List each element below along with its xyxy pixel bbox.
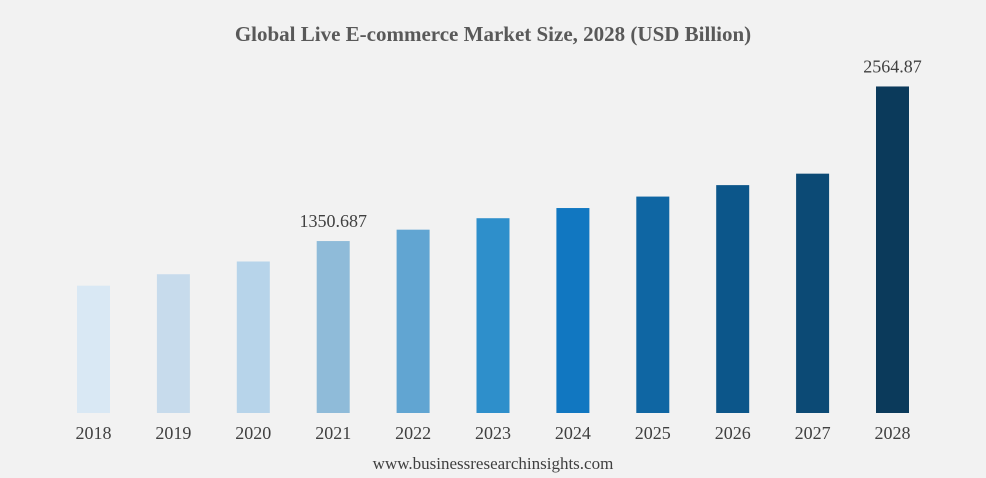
bar-2025 <box>636 196 670 413</box>
bar-2019 <box>156 274 190 413</box>
source-url: www.businessresearchinsights.com <box>372 454 614 473</box>
bar-2018 <box>77 285 110 413</box>
bar-2024 <box>556 208 590 413</box>
x-tick-label-2021: 2021 <box>315 423 351 443</box>
data-label-2028: 2564.87 <box>863 56 922 76</box>
data-label-2021: 1350.687 <box>299 211 367 231</box>
bar-2022 <box>396 229 430 413</box>
bar-2027 <box>796 173 830 413</box>
x-tick-label-2028: 2028 <box>875 423 911 443</box>
bar-2020 <box>236 261 270 413</box>
x-tick-label-2023: 2023 <box>475 423 511 443</box>
bar-2023 <box>476 218 510 413</box>
bar-2026 <box>716 185 750 413</box>
x-tick-label-2026: 2026 <box>715 423 751 443</box>
x-tick-label-2020: 2020 <box>235 423 271 443</box>
chart-title: Global Live E-commerce Market Size, 2028… <box>234 22 752 46</box>
x-tick-label-2022: 2022 <box>395 423 431 443</box>
x-tick-label-2027: 2027 <box>795 423 831 443</box>
x-tick-label-2019: 2019 <box>155 423 191 443</box>
bar-2028 <box>876 86 909 413</box>
x-tick-label-2018: 2018 <box>76 423 112 443</box>
bar-2021 <box>316 241 350 413</box>
x-tick-label-2024: 2024 <box>555 423 591 443</box>
x-tick-label-2025: 2025 <box>635 423 671 443</box>
